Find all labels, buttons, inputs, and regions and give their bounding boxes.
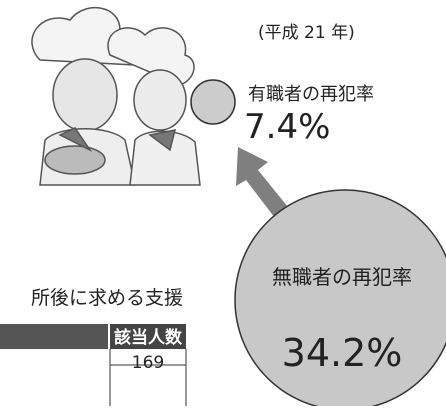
table-header: 該当人数 bbox=[114, 327, 183, 348]
employed-label: 有職者の再犯率 bbox=[248, 84, 374, 105]
unemployed-label: 無職者の再犯率 bbox=[272, 265, 412, 289]
employed-circle bbox=[190, 79, 236, 125]
period: (平成 21 年) bbox=[258, 23, 355, 43]
table-caption: 所後に求める支援 bbox=[31, 287, 183, 309]
chef-illustration bbox=[31, 6, 201, 186]
table-header-cell bbox=[0, 324, 108, 349]
unemployed-circle bbox=[234, 189, 446, 410]
arrow bbox=[236, 147, 292, 222]
employed-rate: 7.4% bbox=[244, 107, 330, 147]
unemployed-rate: 34.2% bbox=[282, 331, 403, 375]
table-cell: 169 bbox=[132, 353, 164, 373]
table-header-cell bbox=[110, 324, 186, 349]
